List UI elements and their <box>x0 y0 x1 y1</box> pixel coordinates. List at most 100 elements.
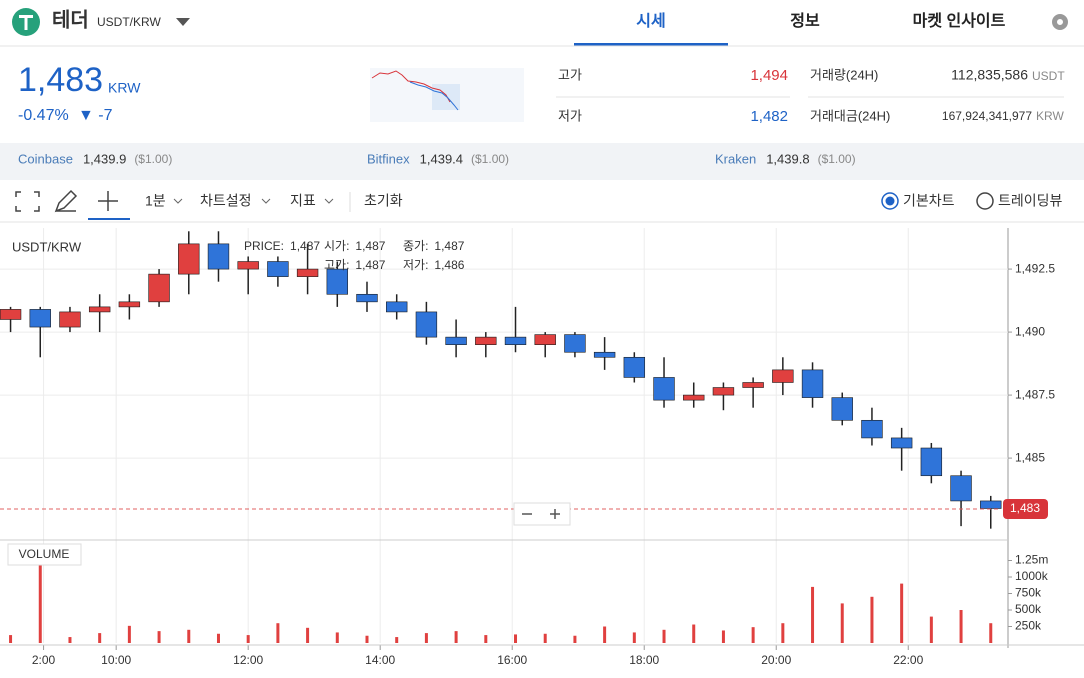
x-tick-label: 10:00 <box>101 653 131 667</box>
coin-logo-mark <box>19 15 33 30</box>
sparkline-highlight <box>432 84 460 110</box>
radio-dot <box>885 196 895 206</box>
x-tick-label: 20:00 <box>761 653 791 667</box>
candle-body <box>712 387 735 396</box>
candle-body <box>207 243 230 270</box>
volume-bar <box>989 623 993 643</box>
volume-bar <box>395 637 399 643</box>
radio-label[interactable]: 트레이딩뷰 <box>998 193 1063 209</box>
exchange-price: 1,439.9 <box>83 151 126 166</box>
candle-body <box>237 261 259 270</box>
chevron <box>173 198 183 204</box>
volume-label: 거래량(24H) <box>810 67 878 82</box>
candle-body <box>920 447 943 477</box>
volume-bar <box>751 627 755 643</box>
x-tick-label: 18:00 <box>629 653 659 667</box>
legend-label: 시가: <box>324 239 349 253</box>
interval[interactable]: 1분 <box>145 193 166 209</box>
radio-label[interactable]: 기본차트 <box>903 193 955 209</box>
chevron <box>324 198 334 204</box>
volume-bar <box>276 623 280 643</box>
legend-label: PRICE: <box>244 239 284 253</box>
tab[interactable]: 마켓 인사이트 <box>913 12 1006 30</box>
candle-body <box>801 369 824 398</box>
zoom-in[interactable] <box>550 509 560 519</box>
candle-body <box>534 334 556 345</box>
settings-icon[interactable] <box>1052 14 1068 30</box>
legend-label: 종가: <box>403 239 428 253</box>
exchange-name: Kraken <box>715 151 756 166</box>
exchange-price: 1,439.4 <box>420 151 463 166</box>
zoom-box <box>513 502 571 526</box>
radio[interactable] <box>976 192 994 210</box>
chart-settings[interactable]: 차트설정 <box>200 193 252 209</box>
candle-body <box>861 419 883 439</box>
fullscreen-icon[interactable] <box>15 191 40 212</box>
x-tick-label: 2:00 <box>32 653 56 667</box>
volume-bar <box>662 629 666 643</box>
coin-dropdown[interactable] <box>176 18 190 26</box>
volume-bar <box>840 603 844 643</box>
volume-bar <box>454 631 458 643</box>
volume-bar <box>68 637 72 643</box>
candle-body <box>564 334 586 353</box>
sparkline-down <box>409 81 459 111</box>
candle-body <box>59 311 81 328</box>
x-tick-label: 16:00 <box>497 653 527 667</box>
volume-bar <box>929 616 933 643</box>
volume-bar <box>306 627 310 643</box>
volume-bar <box>721 630 725 643</box>
y-tick-label: 1000k <box>1015 569 1049 583</box>
draw-icon[interactable] <box>54 189 78 213</box>
volume-bar <box>573 635 577 643</box>
volume-value: 112,835,586 <box>951 67 1028 83</box>
value-value: 167,924,341,977 <box>942 109 1032 123</box>
chart-title: USDT/KRW <box>12 239 82 254</box>
volume-bar <box>484 635 488 643</box>
exchange-name: Coinbase <box>18 151 73 166</box>
indicators[interactable]: 지표 <box>290 193 316 209</box>
current-price: 1,483 <box>1010 501 1040 515</box>
volume-bar <box>424 633 428 643</box>
candle-body <box>445 336 467 345</box>
crosshair-icon[interactable] <box>98 191 118 211</box>
volume-bar <box>9 635 13 643</box>
coin-name: 테더 <box>52 8 89 31</box>
sparkline-up <box>371 70 451 103</box>
candle-body <box>415 311 438 338</box>
candle-body <box>88 306 111 313</box>
volume-bar <box>514 634 518 643</box>
y-tick-label: 1,492.5 <box>1015 261 1055 275</box>
volume-bar <box>900 583 904 643</box>
x-tick-label: 12:00 <box>233 653 263 667</box>
candle-body <box>296 268 319 277</box>
exchange-usd: ($1.00) <box>471 152 509 166</box>
y-tick-label: 1.25m <box>1015 553 1048 567</box>
candle-body <box>0 309 22 320</box>
candle-body <box>29 309 51 328</box>
candle-body <box>950 475 972 502</box>
tab-underline <box>574 43 728 46</box>
candle-body <box>831 397 853 421</box>
value-label: 거래대금(24H) <box>810 108 890 123</box>
legend-value: 1,486 <box>434 258 464 272</box>
price-unit: KRW <box>108 80 141 96</box>
candle-body <box>118 301 141 308</box>
reset[interactable]: 초기화 <box>364 193 403 209</box>
volume-unit: USDT <box>1032 69 1065 83</box>
legend-value: 1,487 <box>290 239 320 253</box>
volume-bar <box>959 610 963 643</box>
exchange-price: 1,439.8 <box>766 151 809 166</box>
tab[interactable]: 시세 <box>636 12 665 30</box>
volume-title: VOLUME <box>19 547 70 561</box>
volume-bar <box>246 635 250 643</box>
low-label: 저가 <box>558 108 582 123</box>
legend-value: 1,487 <box>355 239 385 253</box>
tab[interactable]: 정보 <box>790 12 820 30</box>
change: ▼ -7 <box>78 107 113 124</box>
volume-bar <box>216 633 220 643</box>
high-value: 1,494 <box>750 67 788 84</box>
legend-value: 1,487 <box>434 239 464 253</box>
candle-body <box>504 336 527 345</box>
